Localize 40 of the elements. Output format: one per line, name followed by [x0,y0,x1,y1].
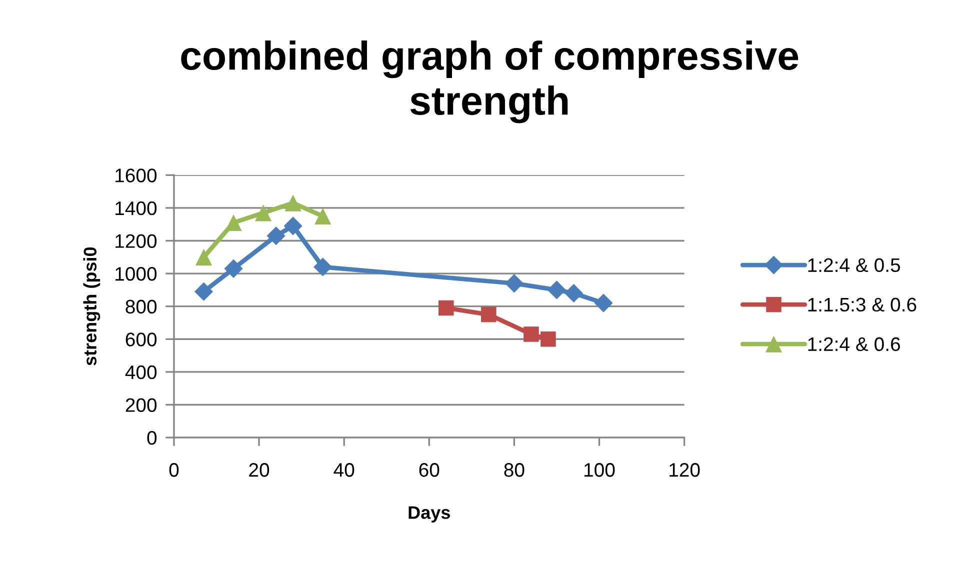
y-tick-label: 200 [126,398,157,412]
y-tick-label: 800 [126,300,157,314]
legend-label: 1:1.5:3 & 0.6 [808,298,916,312]
y-tick-label: 600 [126,332,157,346]
point [504,274,524,293]
x-axis-title: Days [408,506,450,523]
x-tick-label: 80 [504,463,524,477]
point [313,258,332,276]
chart-title: combined graph of compressive strength [181,40,798,124]
legend-label: 1:2:4 & 0.5 [808,258,900,272]
y-tick-label: 1400 [116,201,157,216]
x-tick-label: 60 [419,463,440,477]
point [194,282,214,301]
point [564,284,584,303]
point [266,226,286,246]
point [540,332,556,347]
point [284,216,302,236]
point [524,326,539,342]
point [254,204,272,222]
y-tick-label: 1200 [116,234,157,248]
y-tick-label: 1600 [116,168,157,182]
x-tick-label: 20 [249,463,270,477]
legend-label: 1:2:4 & 0.6 [808,337,900,352]
point [225,214,242,232]
point [195,248,212,266]
point [284,194,302,212]
point [547,280,566,300]
point [224,259,243,278]
point [438,300,454,316]
point [481,306,496,322]
y-tick-label: 0 [147,431,157,445]
y-tick-label: 400 [125,365,157,380]
x-tick-label: 120 [670,463,700,477]
x-tick-label: 40 [334,463,354,477]
y-axis-title: strength (psi0 [83,247,100,366]
point [314,208,332,224]
x-tick-label: 0 [169,463,179,477]
point [594,294,613,312]
x-tick-label: 100 [584,463,615,477]
y-tick-label: 1000 [116,267,157,281]
